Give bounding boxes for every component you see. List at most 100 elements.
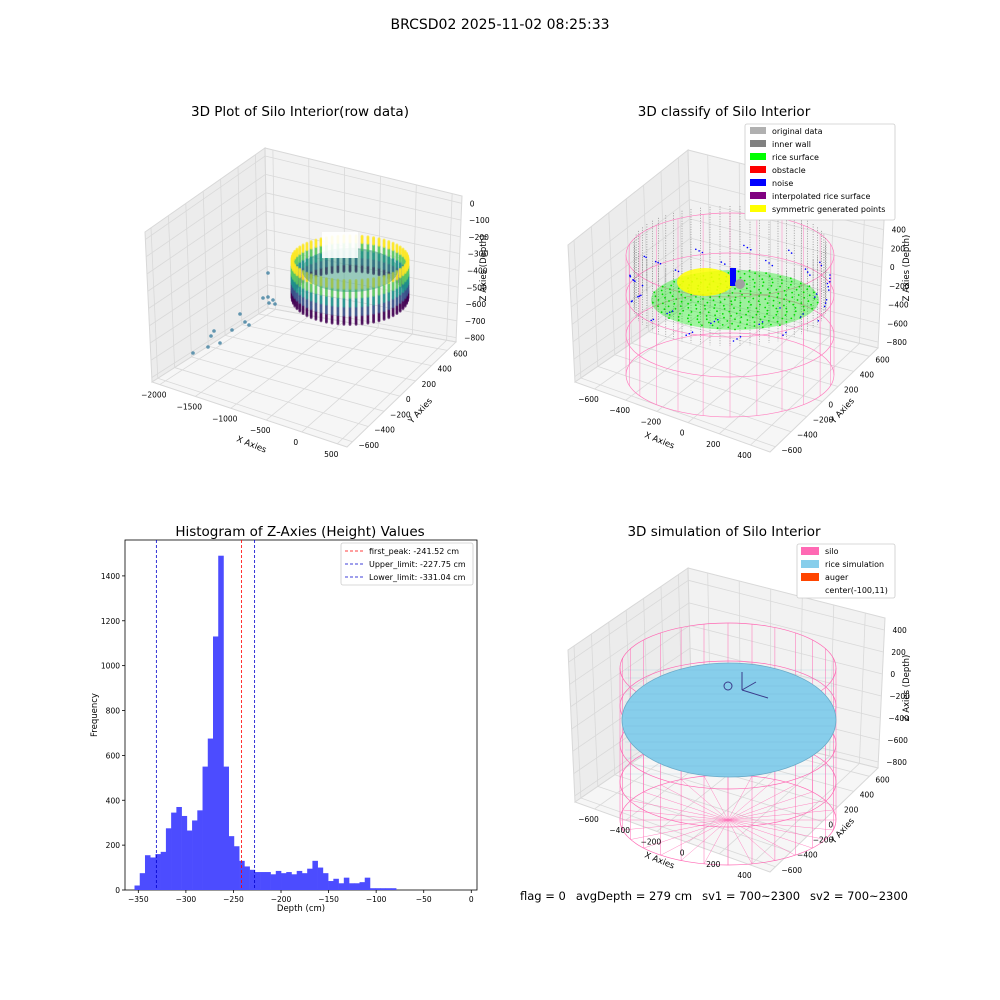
data-point xyxy=(748,269,751,272)
data-point xyxy=(314,238,318,242)
figure-title: BRCSD02 2025-11-02 08:25:33 xyxy=(390,17,610,33)
noise-point xyxy=(669,311,671,314)
noise-point xyxy=(768,262,770,264)
x-tick-label: −350 xyxy=(128,895,149,904)
data-point xyxy=(777,292,780,295)
data-point xyxy=(653,291,656,294)
data-point xyxy=(668,317,670,319)
data-point xyxy=(293,249,297,253)
y-tick-label: 200 xyxy=(844,385,859,394)
data-point xyxy=(657,299,660,301)
data-point xyxy=(295,247,299,251)
histogram-bar xyxy=(385,888,392,890)
grid-line xyxy=(265,155,462,204)
x-tick-label: 0 xyxy=(469,895,474,904)
panel-histogram: Histogram of Z-Axies (Height) Values −35… xyxy=(90,524,478,914)
y-tick-label: −600 xyxy=(358,441,379,450)
data-point xyxy=(772,317,775,319)
data-point xyxy=(662,302,664,305)
histogram-bar xyxy=(197,810,203,890)
legend-label: silo xyxy=(825,547,839,556)
data-point xyxy=(757,300,760,302)
data-point xyxy=(788,300,791,303)
data-point xyxy=(791,296,794,299)
data-point xyxy=(716,327,719,329)
data-point xyxy=(776,310,779,313)
noise-point xyxy=(691,331,694,334)
noise-point xyxy=(654,260,657,263)
noise-point xyxy=(782,334,784,337)
data-point xyxy=(711,324,714,327)
data-point xyxy=(243,320,247,324)
histogram-bar xyxy=(354,883,360,890)
x-tick-label: 200 xyxy=(706,860,721,869)
grid-line xyxy=(224,334,416,382)
noise-point xyxy=(710,322,712,325)
data-point xyxy=(739,305,742,307)
x-tick-label: −100 xyxy=(366,895,387,904)
data-point xyxy=(752,278,754,281)
data-point xyxy=(727,326,730,329)
data-point xyxy=(810,303,812,306)
noise-point xyxy=(671,310,674,312)
data-point xyxy=(764,306,767,309)
grid-line xyxy=(145,155,266,240)
x-tick-label: −600 xyxy=(578,815,599,824)
x-tick-label: −250 xyxy=(223,895,244,904)
z-axis-label: Z Axies (Depth) xyxy=(902,235,912,302)
x-tick-labels: −350 −300 −250 −200 −150 −100 −50 0 xyxy=(128,890,474,904)
data-point xyxy=(749,293,752,296)
data-point xyxy=(360,234,364,238)
data-point xyxy=(783,304,785,307)
data-point xyxy=(758,288,760,291)
histogram-bar xyxy=(186,830,193,890)
noise-point xyxy=(824,302,827,304)
legend-swatch xyxy=(801,573,819,581)
data-point xyxy=(266,271,270,275)
data-point xyxy=(744,327,747,329)
data-point xyxy=(771,278,773,281)
noise-point xyxy=(761,321,764,323)
histogram-bar xyxy=(296,870,303,890)
data-point xyxy=(784,294,787,296)
data-point xyxy=(766,302,769,304)
data-point xyxy=(682,309,685,312)
grid-line xyxy=(195,315,310,397)
grid-line xyxy=(258,313,448,351)
histogram-bar xyxy=(202,766,209,890)
histogram-bar xyxy=(213,636,219,890)
noise-point xyxy=(809,274,811,276)
data-point xyxy=(406,258,410,262)
noise-point xyxy=(771,264,774,267)
data-point xyxy=(664,296,666,299)
data-point xyxy=(766,312,768,315)
data-point xyxy=(751,316,754,319)
data-point xyxy=(781,282,783,285)
z-axis-label: Z Axies (Depth) xyxy=(902,655,912,722)
noise-point xyxy=(765,259,767,262)
data-point xyxy=(761,278,764,280)
y-axis-label: Frequency xyxy=(90,693,100,737)
noise-point xyxy=(829,274,831,276)
legend-label: center(-100,11) xyxy=(825,586,888,595)
panel-classify: 3D classify of Silo Interior −600 −400 −20… xyxy=(567,104,912,460)
data-point xyxy=(657,305,659,307)
data-point xyxy=(731,292,734,294)
data-point xyxy=(398,245,402,249)
flag-text: flag = 0 xyxy=(520,889,566,903)
data-point xyxy=(759,318,762,321)
noise-point xyxy=(743,244,745,247)
y-tick-label: 600 xyxy=(875,775,890,784)
histogram-bar xyxy=(165,828,172,890)
data-point xyxy=(752,297,755,300)
x-tick-label: −1000 xyxy=(212,414,238,423)
y-tick-label: 1400 xyxy=(101,572,120,581)
y-tick-label: 400 xyxy=(860,790,875,799)
data-point xyxy=(680,294,683,296)
noise-point xyxy=(819,261,821,264)
grid-line xyxy=(266,210,460,255)
x-axis-label: X Axies xyxy=(643,431,676,452)
gap-region xyxy=(322,232,358,258)
data-point xyxy=(687,317,689,320)
noise-point xyxy=(701,251,704,254)
